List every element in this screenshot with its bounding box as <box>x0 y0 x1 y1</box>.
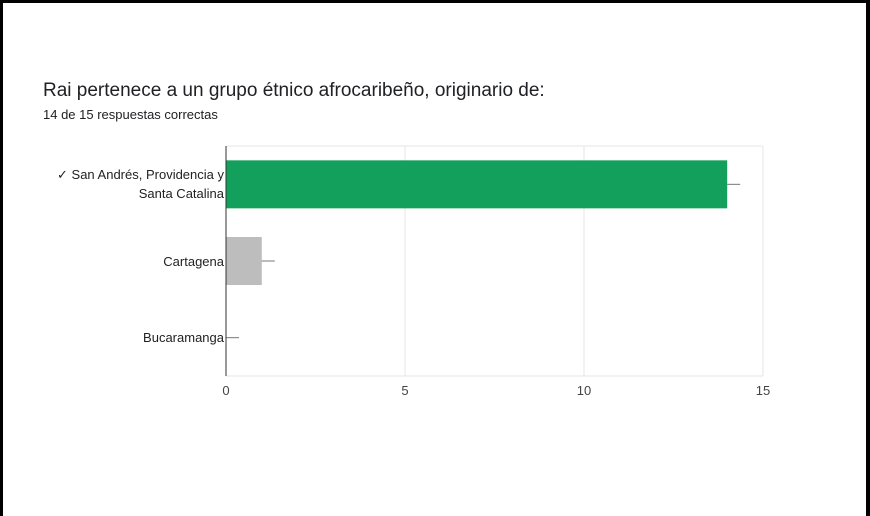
category-label-line: Santa Catalina <box>138 186 224 202</box>
x-tick-label-0: 0 <box>222 383 229 398</box>
x-tick-label-1: 5 <box>401 383 408 398</box>
category-label-line: ✓ San Andrés, Providencia y <box>57 167 224 183</box>
category-label-line: Cartagena <box>163 253 224 269</box>
x-tick-label-3: 15 <box>756 383 770 398</box>
question-title: Rai pertenece a un grupo étnico afrocari… <box>43 80 545 101</box>
correct-count: 14 de 15 respuestas correctas <box>43 107 218 122</box>
bar-0 <box>226 160 728 209</box>
bar-1 <box>226 237 262 285</box>
category-label-1: Cartagena <box>163 252 224 271</box>
category-label-line: Bucaramanga <box>143 330 224 346</box>
category-label-2: Bucaramanga <box>143 328 224 347</box>
category-label-0: ✓ San Andrés, Providencia y Santa Catalin… <box>57 165 224 203</box>
response-card <box>3 3 866 516</box>
x-tick-label-2: 10 <box>577 383 591 398</box>
